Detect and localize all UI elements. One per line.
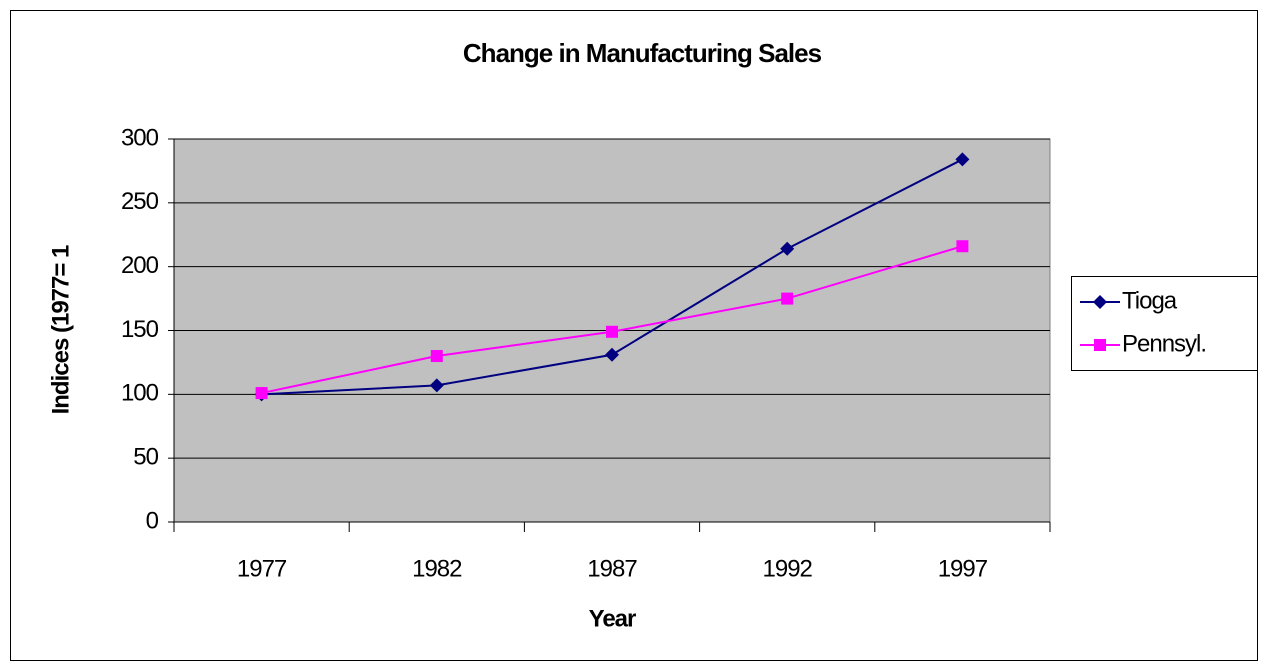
- y-tick-label: 0: [146, 507, 159, 534]
- legend-marker: [1094, 339, 1106, 351]
- data-point: [429, 378, 444, 393]
- y-axis-title: Indices (1977= 1: [47, 245, 74, 414]
- data-point: [955, 152, 970, 167]
- data-point: [606, 325, 618, 338]
- y-tick-label: 200: [121, 252, 159, 279]
- y-tick-label: 50: [133, 444, 158, 471]
- data-point: [781, 292, 794, 305]
- x-tick-label: 1997: [938, 555, 988, 582]
- x-tick-label: 1977: [237, 555, 287, 582]
- data-point: [255, 387, 268, 400]
- data-point: [430, 350, 443, 363]
- y-tick-label: 100: [121, 380, 159, 407]
- chart-title: Change in Manufacturing Sales: [463, 38, 822, 68]
- x-tick-label: 1982: [412, 555, 462, 582]
- y-tick-label: 250: [121, 188, 159, 215]
- data-point: [956, 240, 969, 253]
- x-axis-title: Year: [589, 605, 636, 632]
- legend-label: Tioga: [1122, 287, 1178, 314]
- legend-label: Pennsyl.: [1122, 330, 1206, 357]
- data-point: [780, 241, 795, 256]
- data-point: [605, 347, 619, 362]
- legend: [1071, 276, 1258, 371]
- x-tick-label: 1987: [587, 555, 637, 582]
- x-tick-label: 1992: [763, 555, 813, 582]
- y-tick-label: 150: [121, 316, 159, 343]
- legend-marker: [1093, 295, 1107, 309]
- y-tick-label: 300: [121, 124, 159, 151]
